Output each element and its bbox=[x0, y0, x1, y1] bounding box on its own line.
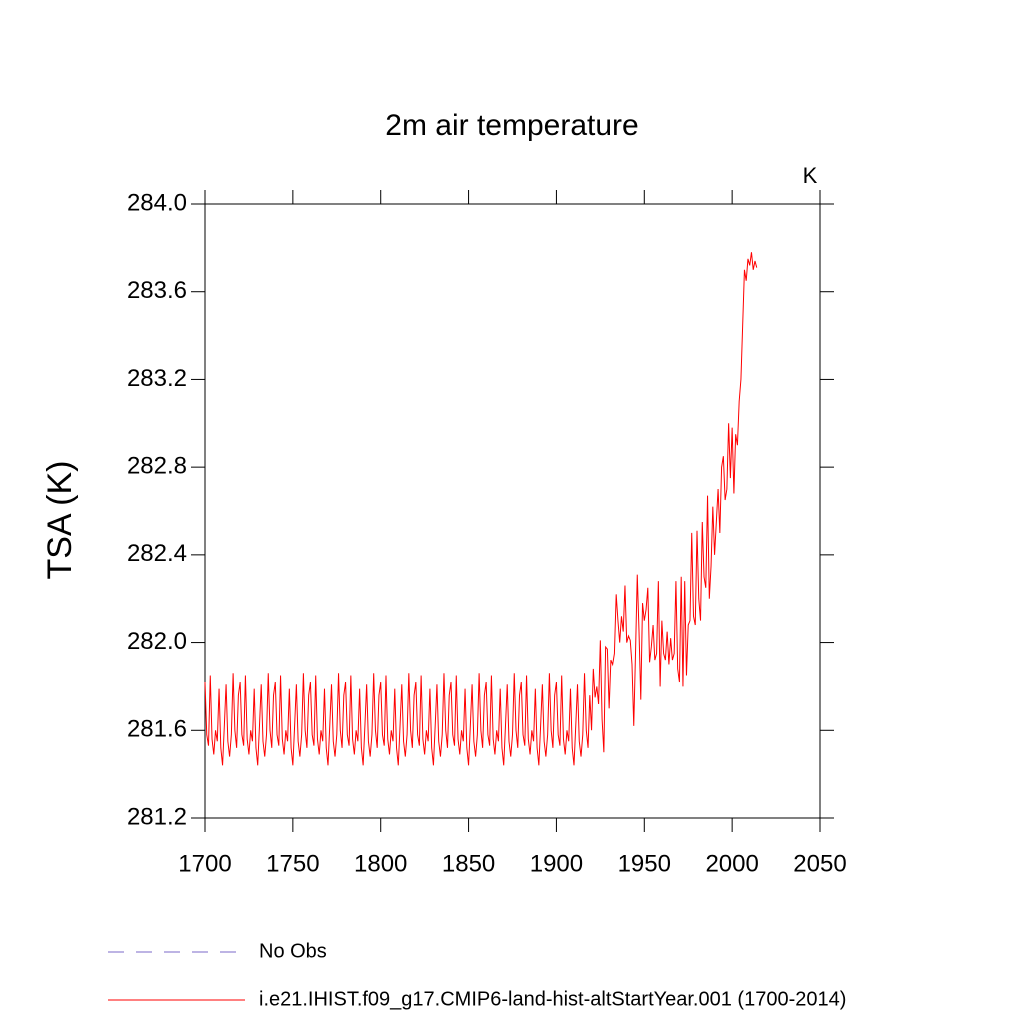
x-tick-label: 1850 bbox=[442, 850, 495, 877]
x-tick-label: 1900 bbox=[530, 850, 583, 877]
chart-title: 2m air temperature bbox=[385, 109, 638, 142]
data-line bbox=[204, 252, 758, 766]
y-tick-label: 281.2 bbox=[127, 803, 187, 830]
y-tick-label: 282.0 bbox=[127, 628, 187, 655]
y-tick-label: 281.6 bbox=[127, 716, 187, 743]
y-tick-label: 283.6 bbox=[127, 277, 187, 304]
plot-frame bbox=[204, 203, 821, 819]
y-tick-label: 283.2 bbox=[127, 365, 187, 392]
legend-label: i.e21.IHIST.f09_g17.CMIP6-land-hist-altS… bbox=[259, 988, 846, 1010]
x-tick-label: 2000 bbox=[705, 850, 758, 877]
legend-label: No Obs bbox=[259, 940, 327, 962]
x-tick-label: 1700 bbox=[178, 850, 231, 877]
x-tick-label: 1950 bbox=[618, 850, 671, 877]
x-tick-label: 1800 bbox=[354, 850, 407, 877]
x-tick-label: 1750 bbox=[266, 850, 319, 877]
y-axis-label: TSA (K) bbox=[41, 460, 79, 579]
y-tick-label: 282.4 bbox=[127, 540, 187, 567]
y-tick-label: 282.8 bbox=[127, 452, 187, 479]
x-tick-label: 2050 bbox=[793, 850, 846, 877]
y-tick-label: 284.0 bbox=[127, 189, 187, 216]
units-label: K bbox=[803, 163, 818, 188]
